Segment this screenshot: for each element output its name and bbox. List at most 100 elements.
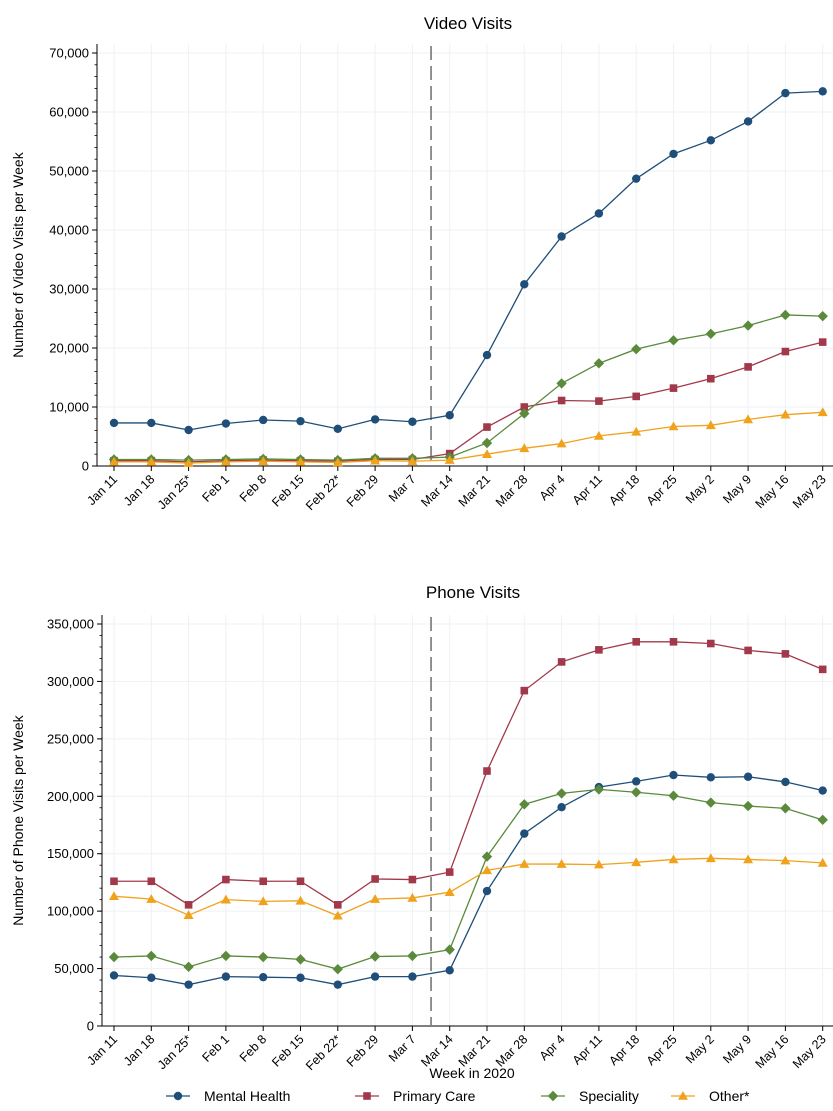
data-point <box>556 859 567 868</box>
data-point <box>483 423 491 431</box>
x-tick-label: Feb 29 <box>344 1032 381 1069</box>
data-point <box>669 638 678 646</box>
data-point <box>817 407 828 417</box>
data-point <box>780 409 791 419</box>
data-point <box>781 347 790 356</box>
data-point <box>183 458 194 467</box>
data-point <box>817 857 828 867</box>
data-point <box>818 786 827 795</box>
data-point <box>444 944 455 955</box>
data-point <box>296 877 305 886</box>
data-point <box>259 972 268 982</box>
x-tick-label: Jan 18 <box>121 1032 157 1068</box>
data-point <box>258 456 269 466</box>
x-tick-label: May 16 <box>753 472 792 511</box>
legend-label: Mental Health <box>204 1088 290 1104</box>
data-point <box>109 891 119 901</box>
data-point <box>296 973 305 982</box>
series-line <box>113 774 823 986</box>
legend: Mental Health Primary Care Speciality Other… <box>166 1088 750 1104</box>
x-tick-label: Jan 18 <box>121 472 157 508</box>
series-line <box>113 857 823 917</box>
data-point <box>520 403 529 411</box>
x-tick-label: Mar 21 <box>456 472 493 509</box>
data-point <box>482 865 492 875</box>
data-point <box>593 784 605 795</box>
data-point <box>632 174 641 183</box>
y-axis-label: Number of Phone Visits per Week <box>10 714 26 925</box>
x-tick-label: Apr 11 <box>570 1032 605 1067</box>
y-tick-label: 100,000 <box>47 904 94 919</box>
data-point <box>781 777 790 787</box>
data-point <box>408 972 417 981</box>
data-point <box>631 426 642 436</box>
data-point <box>780 309 791 321</box>
x-tick-label: Feb 15 <box>269 1032 306 1069</box>
data-point <box>707 374 715 383</box>
x-tick-label: Apr 4 <box>537 1032 568 1063</box>
data-point <box>631 787 642 798</box>
data-point <box>408 875 417 884</box>
legend-label: Primary Care <box>393 1088 476 1104</box>
data-point <box>408 417 417 426</box>
data-point <box>780 855 791 865</box>
data-point <box>706 773 715 782</box>
data-point <box>332 910 343 920</box>
legend-item: Speciality <box>541 1088 639 1104</box>
data-point <box>370 972 380 981</box>
data-point <box>295 895 306 905</box>
data-point <box>146 950 157 962</box>
x-tick-label: Apr 25 <box>644 472 680 508</box>
y-tick-label: 40,000 <box>49 223 89 238</box>
data-point <box>222 875 230 884</box>
data-point <box>407 456 418 466</box>
data-point <box>482 350 492 360</box>
data-point <box>742 800 754 812</box>
legend-item: Primary Care <box>355 1088 476 1104</box>
data-point <box>668 790 679 801</box>
data-point <box>332 963 343 975</box>
data-point <box>668 335 679 346</box>
data-point <box>445 411 454 420</box>
data-point <box>184 980 193 989</box>
x-tick-label: Feb 29 <box>344 472 381 509</box>
data-point <box>519 443 530 453</box>
x-tick-label: May 9 <box>720 472 754 506</box>
y-tick-label: 150,000 <box>47 846 94 861</box>
data-point <box>445 966 454 975</box>
data-point <box>743 772 753 781</box>
data-point <box>631 857 642 867</box>
y-tick-label: 0 <box>87 1019 94 1034</box>
data-point <box>744 363 752 371</box>
data-point <box>595 646 603 654</box>
data-point <box>183 961 194 973</box>
data-point <box>519 859 530 868</box>
y-axis-label: Number of Video Visits per Week <box>10 151 26 357</box>
data-point <box>669 149 678 159</box>
series-line <box>114 341 823 463</box>
data-point <box>482 449 492 458</box>
y-tick-label: 300,000 <box>47 674 94 689</box>
data-point <box>370 894 381 903</box>
y-tick-label: 350,000 <box>47 617 94 632</box>
y-tick-label: 250,000 <box>47 731 94 746</box>
data-point <box>631 343 642 355</box>
video-visits-chart: 0 10,000 20,000 30,000 40,000 50,000 60,000 70,… <box>10 14 833 513</box>
y-tick-label: 0 <box>82 459 89 474</box>
data-point <box>109 971 119 980</box>
data-point <box>668 421 679 431</box>
series-line <box>114 411 823 464</box>
data-point <box>407 950 418 962</box>
x-tick-label: Mar 28 <box>493 472 530 509</box>
data-point <box>519 408 530 419</box>
data-point <box>296 416 305 426</box>
data-point <box>147 973 156 982</box>
data-point <box>146 456 157 466</box>
data-point <box>669 384 678 392</box>
y-tick-label: 20,000 <box>49 341 89 356</box>
legend-marker <box>678 1091 688 1100</box>
data-point <box>371 875 379 883</box>
y-tick-label: 50,000 <box>54 961 94 976</box>
x-tick-label: May 23 <box>790 472 829 511</box>
data-point <box>705 328 716 340</box>
